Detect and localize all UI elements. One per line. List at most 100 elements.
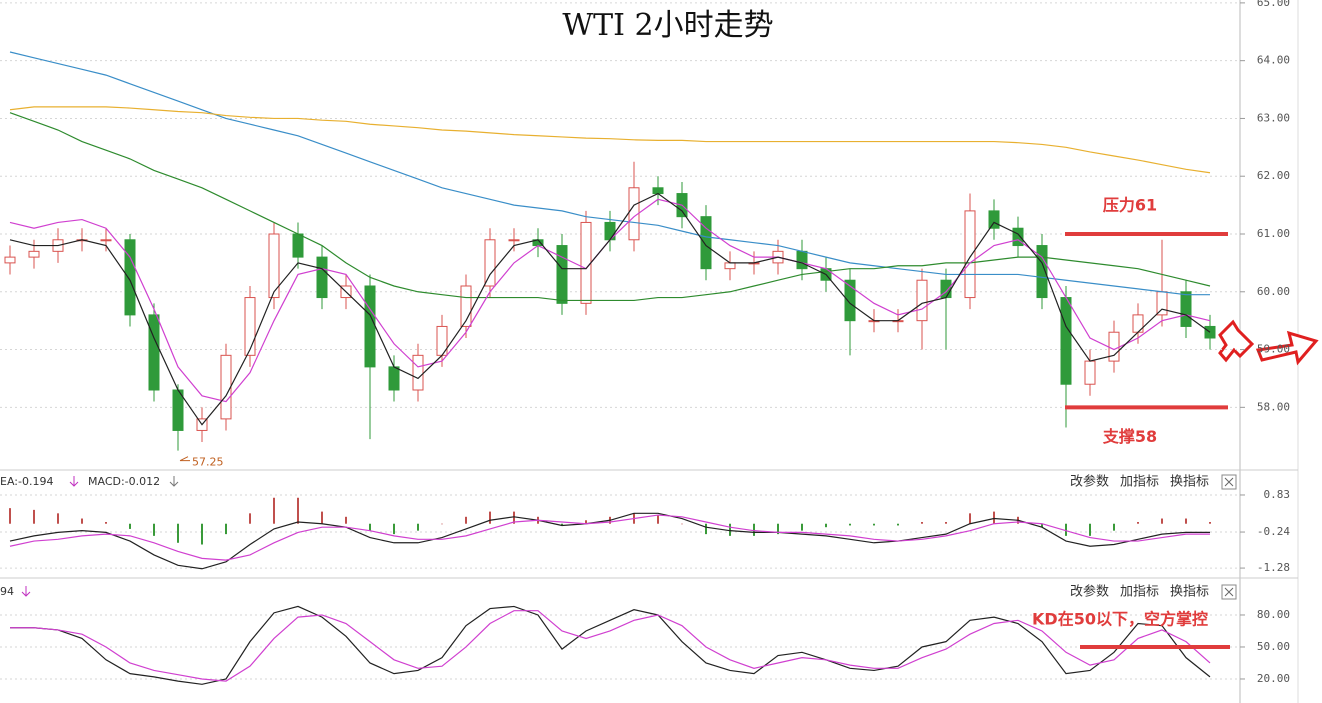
macd-bar bbox=[105, 521, 107, 524]
switch-indicator-button[interactable]: 换指标 bbox=[1170, 585, 1209, 600]
reference-label: 支撑58 bbox=[1102, 427, 1157, 446]
macd-bar bbox=[801, 523, 803, 531]
candle-body bbox=[1084, 360, 1096, 385]
candle-body bbox=[460, 285, 472, 327]
candle-body bbox=[700, 216, 712, 270]
y-tick-label: 62.00 bbox=[1257, 169, 1290, 182]
macd-bar bbox=[1113, 523, 1115, 531]
series-line bbox=[9, 51, 1210, 296]
low-label: 57.25 bbox=[192, 456, 224, 469]
macd-bar bbox=[753, 523, 755, 536]
switch-indicator-button[interactable]: 换指标 bbox=[1170, 475, 1209, 490]
macd-bar bbox=[513, 511, 515, 524]
macd-bar bbox=[561, 523, 563, 526]
macd-bar bbox=[417, 523, 419, 531]
candle-body bbox=[964, 210, 976, 299]
macd-bar bbox=[1041, 523, 1043, 528]
macd-bar bbox=[9, 508, 11, 524]
macd-bar bbox=[129, 523, 131, 529]
kdj-label: 94 bbox=[0, 585, 14, 598]
candle-body bbox=[1012, 227, 1024, 247]
macd-bar bbox=[177, 523, 179, 543]
add-indicator-button[interactable]: 加指标 bbox=[1120, 475, 1159, 490]
candle-body bbox=[556, 245, 568, 304]
y-tick-label: 63.00 bbox=[1257, 111, 1290, 124]
macd-bar bbox=[465, 516, 467, 524]
macd-bar bbox=[249, 513, 251, 524]
candle-body bbox=[1156, 291, 1168, 316]
y-tick-label: 59.00 bbox=[1257, 343, 1290, 356]
y-tick-label: 50.00 bbox=[1257, 640, 1290, 653]
macd-bar bbox=[1209, 521, 1211, 524]
macd-bar bbox=[1065, 523, 1067, 536]
candle-body bbox=[412, 354, 424, 391]
macd-bar bbox=[1185, 518, 1187, 524]
add-indicator-button[interactable]: 加指标 bbox=[1120, 585, 1159, 600]
candle-body bbox=[652, 187, 664, 195]
y-tick-label: 64.00 bbox=[1257, 54, 1290, 67]
y-tick-label: -1.28 bbox=[1257, 561, 1290, 574]
macd-bar bbox=[441, 523, 443, 525]
edit-params-button[interactable]: 改参数 bbox=[1070, 474, 1109, 490]
macd-bar bbox=[969, 513, 971, 524]
y-tick-label: 20.00 bbox=[1257, 672, 1290, 685]
candle-body bbox=[316, 256, 328, 299]
arrow-icon bbox=[169, 476, 179, 487]
macd-bar bbox=[945, 521, 947, 524]
candle-body bbox=[916, 279, 928, 322]
plot: 57.25 bbox=[4, 51, 1216, 469]
macd-bar bbox=[897, 523, 899, 526]
candle-body bbox=[508, 239, 520, 242]
candle-body bbox=[1036, 245, 1048, 299]
series-line bbox=[9, 514, 1210, 561]
macd-dea-label: EA:-0.194 bbox=[0, 475, 53, 488]
macd-bar bbox=[273, 497, 275, 524]
candle-body bbox=[580, 221, 592, 304]
candle-body bbox=[268, 233, 280, 299]
macd-bar bbox=[777, 523, 779, 535]
close-button[interactable] bbox=[1221, 584, 1237, 600]
macd-bar bbox=[201, 523, 203, 545]
candle-body bbox=[844, 279, 856, 322]
candle-body bbox=[28, 250, 40, 258]
candle-body bbox=[988, 210, 1000, 229]
y-tick-label: 0.83 bbox=[1264, 488, 1291, 501]
series-line bbox=[9, 106, 1211, 174]
red-arrow bbox=[1218, 319, 1255, 363]
macd-bar bbox=[321, 511, 323, 524]
arrow-icon bbox=[21, 586, 31, 597]
edit-params-button[interactable]: 改参数 bbox=[1070, 584, 1109, 600]
macd-bar bbox=[153, 523, 155, 536]
macd-bar bbox=[705, 523, 707, 535]
macd-bar bbox=[825, 523, 827, 528]
series-line bbox=[9, 512, 1210, 570]
close-button[interactable] bbox=[1221, 474, 1237, 490]
series-line bbox=[9, 112, 1211, 302]
macd-bar bbox=[297, 497, 299, 524]
macd-bar bbox=[225, 523, 227, 535]
macd-bar bbox=[369, 523, 371, 531]
macd-bar bbox=[729, 523, 731, 536]
macd-bar bbox=[921, 521, 923, 524]
macd-bar bbox=[489, 511, 491, 524]
macd-label: MACD:-0.012 bbox=[88, 475, 160, 488]
chart-title: WTI 2小时走势 bbox=[562, 8, 773, 43]
macd-bar bbox=[33, 509, 35, 524]
macd-bar bbox=[1161, 518, 1163, 524]
toolbar: 改参数 加指标 换指标 改参数 加指标 换指标 bbox=[1070, 474, 1237, 600]
macd-bar bbox=[657, 515, 659, 524]
red-arrow bbox=[1255, 330, 1319, 366]
candle-body bbox=[724, 262, 736, 270]
candle-body bbox=[100, 239, 112, 242]
macd-bar bbox=[993, 511, 995, 524]
y-tick-label: 60.00 bbox=[1257, 285, 1290, 298]
candle-body bbox=[388, 366, 400, 391]
y-tick-label: 80.00 bbox=[1257, 608, 1290, 621]
series-line bbox=[10, 610, 1211, 682]
macd-bar bbox=[681, 523, 683, 525]
candle-body bbox=[124, 239, 136, 316]
macd-bar bbox=[873, 523, 875, 526]
candle-body bbox=[148, 314, 160, 391]
